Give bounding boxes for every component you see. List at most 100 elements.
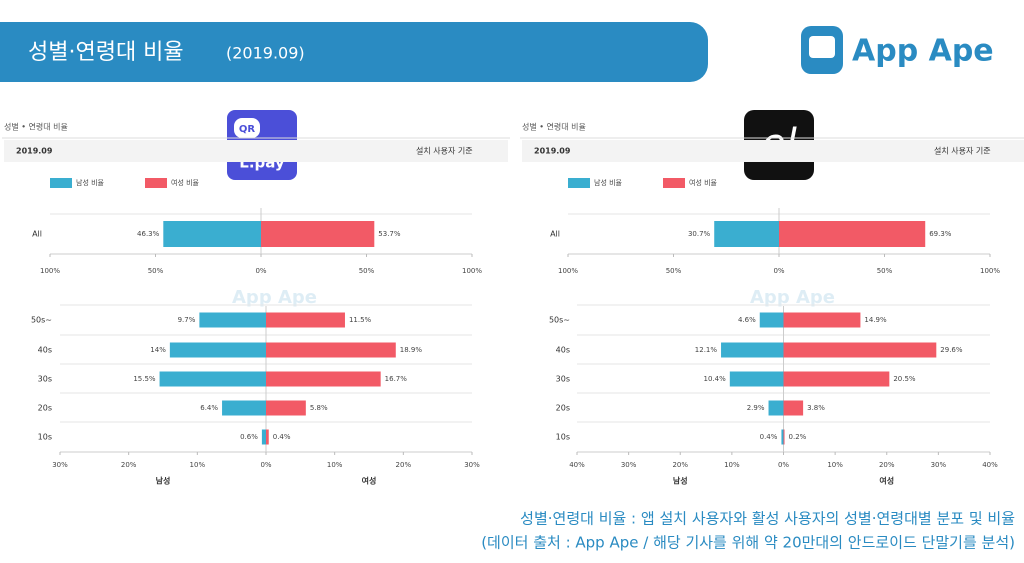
x-tick-label: 30% [931,461,947,469]
value-label: 30.7% [688,230,711,238]
header-bar [0,22,708,82]
value-label: 9.7% [178,316,196,324]
value-label: 53.7% [378,230,401,238]
value-label: 0.6% [240,433,258,441]
filter-bar [4,140,508,162]
value-label: 5.8% [310,404,328,412]
panel-title: 성별 • 연령대 비율 [522,122,586,132]
x-tick-label: 50% [877,267,893,275]
bar [714,221,779,247]
x-tick-label: 30% [621,461,637,469]
panel-title: 성별 • 연령대 비율 [4,122,68,132]
value-label: 29.6% [940,346,963,354]
category-label: 20s [38,404,52,413]
category-label: 50s~ [31,316,52,325]
legend-swatch [145,178,167,188]
bar [759,312,784,328]
x-tick-label: 10% [827,461,843,469]
category-label: All [32,230,42,239]
category-label: 10s [556,433,570,442]
bar [783,429,785,445]
bar [768,400,784,416]
header-title: 성별·연령대 비율 [28,40,184,65]
x-tick-label: 50% [359,267,375,275]
value-label: 46.3% [137,230,160,238]
category-label: 40s [38,346,52,355]
category-label: 50s~ [549,316,570,325]
watermark: App Ape [232,287,317,308]
value-label: 6.4% [200,404,218,412]
value-label: 0.4% [760,433,778,441]
axis-side-label: 남성 [156,476,171,486]
legend-swatch [50,178,72,188]
x-tick-label: 30% [52,461,68,469]
category-label: 20s [556,404,570,413]
x-tick-label: 20% [121,461,137,469]
bar [779,221,926,247]
bar [781,429,784,445]
value-label: 14.9% [864,316,887,324]
category-label: All [550,230,560,239]
axis-side-label: 여성 [879,476,894,486]
axis-side-label: 남성 [673,476,688,486]
legend-label: 여성 비율 [689,178,718,187]
x-tick-label: 0% [773,267,784,275]
bar [261,221,375,247]
brand-name: App Ape [852,34,994,69]
legend-label: 남성 비율 [76,178,105,187]
value-label: 0.4% [273,433,291,441]
value-label: 69.3% [929,230,952,238]
category-label: 30s [38,375,52,384]
bar [783,342,937,358]
x-tick-label: 20% [396,461,412,469]
legend-label: 남성 비율 [594,178,623,187]
x-tick-label: 100% [558,267,578,275]
x-tick-label: 20% [672,461,688,469]
x-tick-label: 0% [778,461,789,469]
bar [266,312,345,328]
value-label: 3.8% [807,404,825,412]
bar [266,371,381,387]
bar [261,429,266,445]
category-label: 30s [556,375,570,384]
bar [783,400,804,416]
bar [222,400,266,416]
value-label: 16.7% [385,375,408,383]
value-label: 12.1% [695,346,718,354]
value-label: 18.9% [400,346,423,354]
x-tick-label: 10% [190,461,206,469]
filter-bar [522,140,1024,162]
bar [266,429,269,445]
x-tick-label: 40% [569,461,585,469]
x-tick-label: 10% [327,461,343,469]
value-label: 10.4% [704,375,727,383]
x-tick-label: 100% [40,267,60,275]
basis-dropdown: 설치 사용자 기준 [934,146,991,156]
x-tick-label: 10% [724,461,740,469]
bar [783,371,890,387]
bar [266,400,306,416]
bar [783,312,861,328]
legend-swatch [568,178,590,188]
x-tick-label: 100% [980,267,1000,275]
bar [721,342,784,358]
bar [199,312,266,328]
bar [159,371,266,387]
caption: (데이터 출처 : App Ape / 해당 기사를 위해 약 20만대의 안드… [481,534,1015,552]
bar [163,221,261,247]
legend-label: 여성 비율 [171,178,200,187]
axis-side-label: 여성 [362,476,377,486]
app-icon-bubble [234,118,260,138]
value-label: 20.5% [893,375,916,383]
value-label: 14% [150,346,166,354]
app-icon-text: QR [239,124,256,135]
x-tick-label: 100% [462,267,482,275]
x-tick-label: 50% [666,267,682,275]
value-label: 15.5% [133,375,156,383]
x-tick-label: 50% [148,267,164,275]
x-tick-label: 0% [260,461,271,469]
value-label: 2.9% [747,404,765,412]
value-label: 11.5% [349,316,372,324]
x-tick-label: 0% [255,267,266,275]
